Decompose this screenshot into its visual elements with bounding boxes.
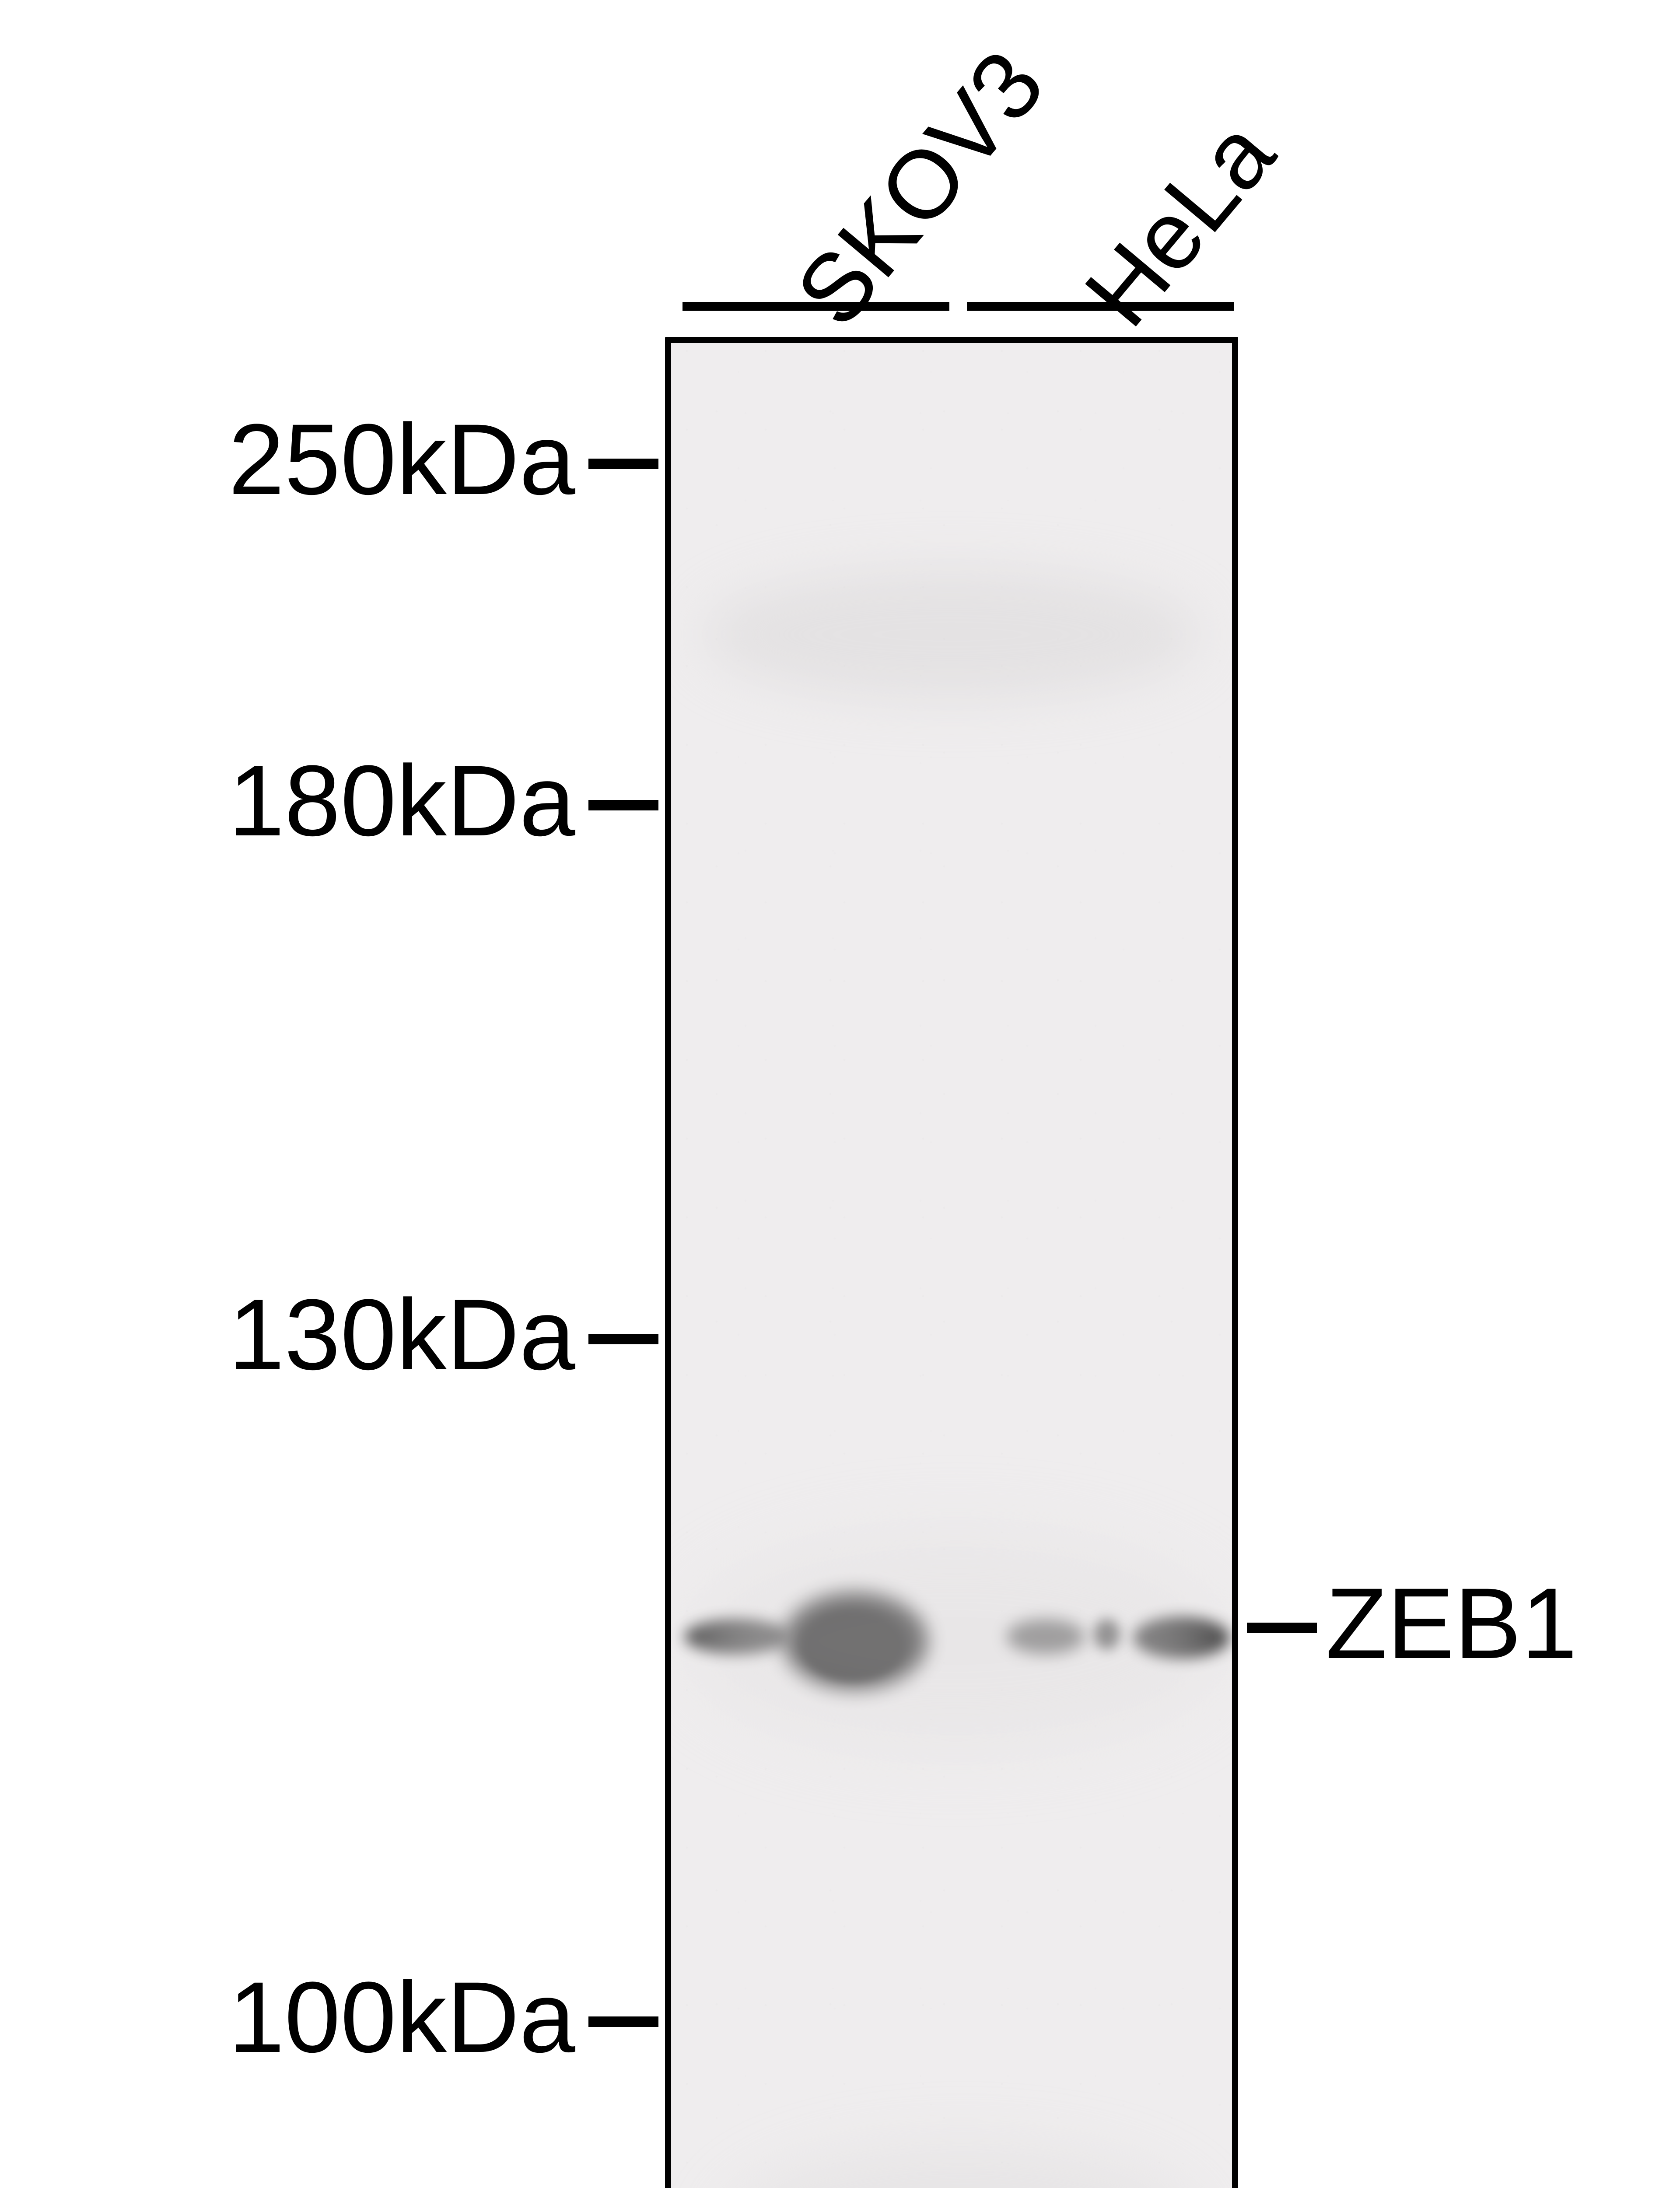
marker-100kda: 100kDa [26,1959,575,2075]
lane-underline-hela [967,302,1234,311]
marker-130kda: 130kDa [26,1276,575,1392]
marker-180kda: 180kDa [26,743,575,859]
lane-label-skov3: SKOV3 [774,30,1065,347]
target-label-zeb1: ZEB1 [1326,1565,1577,1681]
marker-tick [588,1334,658,1344]
bg-smudge-1 [700,569,1203,700]
bg-smudge-3 [682,1532,1229,1750]
marker-250kda: 250kDa [26,401,575,517]
marker-tick [588,2016,658,2027]
western-blot-figure: SKOV3 HeLa 250kDa 180kDa 130kDa 100kDa 7… [0,0,1680,2188]
target-tick [1247,1623,1317,1633]
blot-membrane [665,337,1238,2188]
marker-tick [588,800,658,810]
lane-underline-skov3 [682,302,949,311]
marker-tick [588,459,658,469]
